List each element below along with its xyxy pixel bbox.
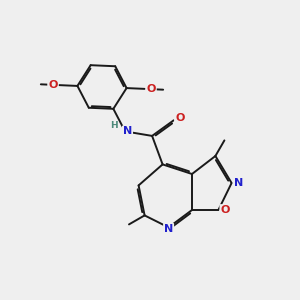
Text: N: N [234,178,243,188]
Text: O: O [48,80,58,90]
Text: O: O [175,113,184,123]
Text: H: H [110,122,118,130]
Text: N: N [164,224,173,234]
Text: O: O [146,84,156,94]
Text: O: O [220,205,230,215]
Text: N: N [123,126,132,136]
